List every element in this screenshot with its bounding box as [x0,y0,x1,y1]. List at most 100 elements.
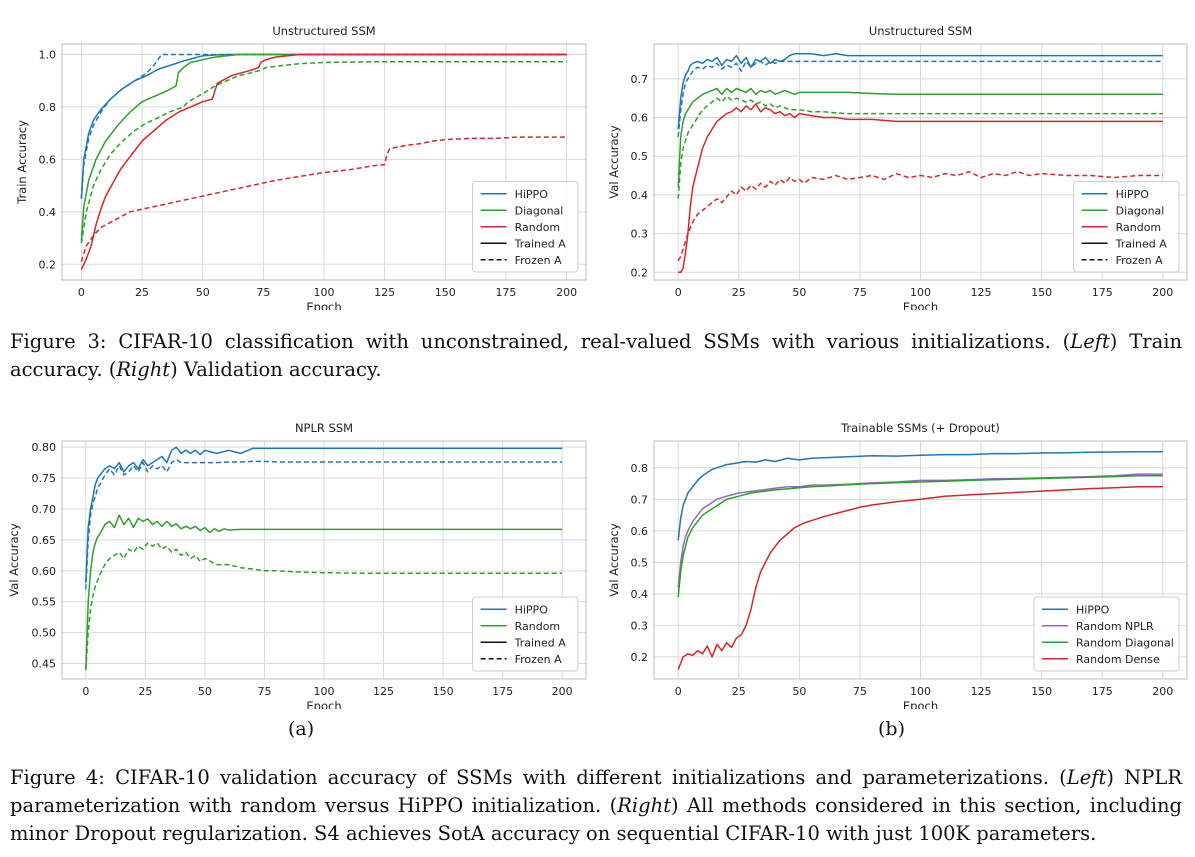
legend-label: Random NPLR [1076,620,1154,633]
legend-label: Trained A [514,237,567,250]
legend-label: Diagonal [515,204,564,217]
legend-label: Trained A [514,636,567,649]
legend-label: Trained A [1115,237,1168,250]
legend-box [1073,181,1180,273]
series-line-random [80,53,567,270]
subfigure-label-a: (a) [288,718,315,740]
y-tick-label: 0.7 [631,73,649,86]
x-tick-label: 0 [675,286,682,299]
plot-frame [61,440,587,680]
series-line-hippo [85,446,563,584]
y-tick-label: 0.6 [39,153,57,166]
y-tick-label: 0.70 [32,503,57,516]
legend-label: Random Diagonal [1076,636,1174,649]
y-tick-label: 0.2 [631,266,649,279]
plot-frame [653,440,1188,680]
x-tick-label: 150 [1031,286,1052,299]
x-tick-label: 75 [257,685,271,698]
series-line-hippo [677,450,1163,541]
x-tick-label: 50 [792,286,806,299]
y-axis-label: Val Accuracy [607,523,621,597]
x-tick-label: 200 [1152,286,1173,299]
x-tick-label: 100 [910,286,931,299]
chart-title: Trainable SSMs (+ Dropout) [840,421,1000,435]
x-tick-label: 200 [552,685,573,698]
legend-label: Random [515,620,561,633]
chart-unstructured-ssm-val: Unstructured SSM 0 25 50 75 100 125 150 175 200 0.… [607,24,1188,310]
legend-label: Frozen A [515,254,563,267]
legend-label: HiPPO [1116,188,1150,201]
y-tick-label: 1.0 [39,48,57,61]
legend-label: Random [515,221,561,234]
y-tick-label: 0.45 [32,658,57,671]
x-tick-label: 50 [792,685,806,698]
series-line-hippo-frozen [677,60,1163,137]
x-tick-label: 175 [492,685,513,698]
y-tick-label: 0.6 [631,112,649,125]
y-tick-label: 0.55 [32,596,57,609]
x-tick-label: 25 [135,286,149,299]
legend: HiPPO Diagonal Random Trained A Frozen A [1073,181,1180,273]
subfigure-label-b: (b) [878,718,905,740]
chart-unstructured-ssm-train: Unstructured SSM 0 25 50 75 100 125 150 175 200 0.… [15,24,587,310]
y-tick-label: 0.4 [631,588,649,601]
x-axis-label: Epoch [903,300,938,310]
y-axis-label: Val Accuracy [607,125,621,199]
series-line-random-frozen [85,542,563,670]
plot-frame [61,43,587,281]
series-line-random-diagonal [677,474,1163,598]
series-line-hippo-frozen [80,53,567,199]
legend-box [472,181,579,273]
x-tick-label: 150 [435,286,456,299]
legend-label: HiPPO [515,188,549,201]
legend-label: Frozen A [1116,254,1164,267]
series-line-hippo [677,52,1163,130]
x-tick-label: 75 [853,286,867,299]
y-tick-label: 0.60 [32,565,57,578]
y-tick-label: 0.50 [32,627,57,640]
x-tick-label: 100 [314,286,335,299]
x-tick-label: 0 [82,685,89,698]
x-tick-label: 50 [198,685,212,698]
x-tick-label: 0 [675,685,682,698]
y-axis-label: Val Accuracy [7,523,21,597]
x-tick-label: 200 [556,286,577,299]
y-tick-label: 0.3 [631,228,649,241]
legend-box [1033,596,1180,672]
y-axis-label: Train Accuracy [15,120,29,205]
series-line-random [678,103,1163,274]
chart-nplr-ssm: NPLR SSM 0 25 50 75 100 125 150 175 200 0.45 0.50 0.… [7,421,587,709]
x-tick-label: 100 [910,685,931,698]
x-axis-label: Epoch [903,699,938,709]
x-tick-label: 50 [196,286,210,299]
y-tick-label: 0.8 [631,462,649,475]
y-tick-label: 0.65 [32,534,57,547]
series-line-diagonal-frozen [80,61,567,244]
legend-box [472,596,579,672]
x-tick-label: 150 [433,685,454,698]
y-tick-label: 0.80 [32,441,57,454]
legend-label: Diagonal [1116,204,1165,217]
x-tick-label: 75 [256,286,270,299]
legend-label: Random Dense [1076,653,1160,666]
x-tick-label: 125 [373,685,394,698]
y-tick-label: 0.8 [39,101,57,114]
series-line-random [85,514,563,670]
x-tick-label: 0 [78,286,85,299]
series-line-random-frozen [677,170,1163,262]
x-tick-label: 75 [853,685,867,698]
x-axis-label: Epoch [306,699,341,709]
x-tick-label: 175 [1092,685,1113,698]
y-tick-label: 0.75 [32,472,57,485]
series-line-diagonal-frozen [677,95,1163,199]
x-tick-label: 175 [1092,286,1113,299]
chart-title: Unstructured SSM [869,24,972,38]
x-tick-label: 25 [732,685,746,698]
x-tick-label: 200 [1152,685,1173,698]
y-tick-label: 0.2 [39,258,57,271]
chart-title: NPLR SSM [295,421,353,435]
figure-3-caption: Figure 3: CIFAR-10 classification with u… [10,330,1182,381]
x-tick-label: 100 [314,685,335,698]
chart-trainable-ssms-dropout: Trainable SSMs (+ Dropout) 0 25 50 75 100 125 1… [607,421,1188,709]
y-tick-label: 0.3 [631,619,649,632]
